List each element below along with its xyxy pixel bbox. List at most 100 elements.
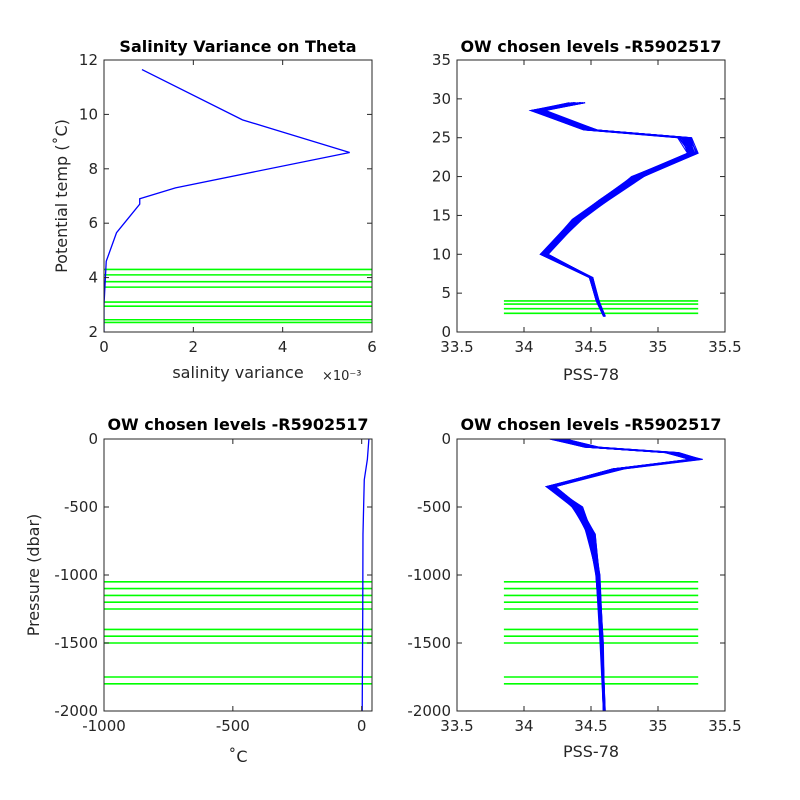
plot-area xyxy=(104,439,372,711)
profile-line xyxy=(538,102,693,317)
y-tick-label: -2000 xyxy=(54,702,98,720)
profile-line xyxy=(546,439,693,711)
profile-line xyxy=(361,439,370,711)
profile-line xyxy=(539,102,696,317)
profile-line xyxy=(548,439,691,711)
panel-temperature-pressure: -1000 -500 0 -2000 -1500 -1000 -500 0 OW chosen… xyxy=(24,415,373,766)
profile-line xyxy=(534,102,692,317)
panel-salinity-pressure: 33.5 34 34.5 35 35.5 -2000 -1500 -1000 -500 0 OW … xyxy=(407,415,741,761)
profile-line xyxy=(531,102,691,317)
y-tick-label: -1500 xyxy=(54,634,98,652)
x-tick-label: 35 xyxy=(648,717,667,735)
profile-line xyxy=(532,102,692,317)
plot-area xyxy=(503,102,699,317)
tick-group: -1000 -500 0 -2000 -1500 -1000 -500 0 xyxy=(54,430,372,735)
profile-line xyxy=(532,102,691,317)
profile-line xyxy=(535,102,696,317)
y-tick-label: -500 xyxy=(64,498,98,516)
profile-line xyxy=(538,102,694,317)
profile-line xyxy=(546,439,693,711)
y-tick-label: 12 xyxy=(79,51,98,69)
profile-line xyxy=(541,102,698,317)
x-axis-label: salinity variance xyxy=(172,363,303,382)
profile-line xyxy=(538,102,689,317)
y-tick-label: 5 xyxy=(441,284,451,302)
x-tick-label: 34.5 xyxy=(574,717,607,735)
profile-line xyxy=(547,439,690,711)
profile-line xyxy=(541,102,693,317)
tick-group: 33.5 34 34.5 35 35.5 -2000 -1500 -1000 -500 0 xyxy=(407,430,741,735)
profile-line xyxy=(535,102,692,317)
profile-line xyxy=(547,439,696,711)
x-tick-label: 35.5 xyxy=(708,338,741,356)
y-axis-label: Pressure (dbar) xyxy=(24,514,43,637)
x-tick-label: 34.5 xyxy=(574,338,607,356)
x-axis-label: PSS-78 xyxy=(563,742,619,761)
profile-line xyxy=(537,102,693,317)
x-tick-label: 34 xyxy=(514,717,533,735)
profile-line xyxy=(538,102,695,317)
y-tick-label: 25 xyxy=(432,129,451,147)
profile-line xyxy=(530,102,692,317)
profile-line xyxy=(540,102,696,317)
profile-line xyxy=(529,102,689,317)
profile-line xyxy=(539,102,693,317)
x-axis-exponent: ×10⁻³ xyxy=(322,369,362,384)
profile-line xyxy=(537,102,695,317)
panel-title: Salinity Variance on Theta xyxy=(119,37,356,56)
y-tick-label: 20 xyxy=(432,168,451,186)
x-tick-label: 35 xyxy=(648,338,667,356)
y-tick-label: 8 xyxy=(88,160,98,178)
y-tick-label: 0 xyxy=(88,430,98,448)
profile-line xyxy=(104,68,350,332)
panel-title: OW chosen levels -R5902517 xyxy=(460,37,721,56)
profile-line xyxy=(536,102,695,317)
profile-line xyxy=(534,102,692,317)
plot-area xyxy=(503,439,703,711)
profile-line xyxy=(531,102,692,317)
x-tick-label: -1000 xyxy=(82,717,126,735)
profile-line xyxy=(546,439,698,711)
profile-line xyxy=(537,102,693,317)
y-tick-label: 15 xyxy=(432,206,451,224)
profile-line xyxy=(543,102,699,317)
y-tick-label: 0 xyxy=(441,323,451,341)
profile-line xyxy=(537,102,691,317)
profile-line xyxy=(545,439,694,711)
x-tick-label: 2 xyxy=(189,338,199,356)
y-tick-label: -2000 xyxy=(407,702,451,720)
x-tick-label: -500 xyxy=(216,717,250,735)
panel-title: OW chosen levels -R5902517 xyxy=(460,415,721,434)
plot-area xyxy=(104,68,372,332)
profile-line xyxy=(545,439,694,711)
profile-line xyxy=(543,102,698,317)
profile-line xyxy=(538,102,693,317)
x-tick-label: 33.5 xyxy=(440,338,473,356)
x-tick-label: 6 xyxy=(367,338,377,356)
profile-line xyxy=(529,102,691,317)
profile-line xyxy=(535,102,694,317)
y-tick-label: 0 xyxy=(441,430,451,448)
y-tick-label: 4 xyxy=(88,269,98,287)
x-tick-label: 0 xyxy=(357,717,367,735)
y-tick-label: -1500 xyxy=(407,634,451,652)
x-tick-label: 35.5 xyxy=(708,717,741,735)
profile-line xyxy=(541,102,696,317)
profile-line xyxy=(541,102,697,317)
profile-line xyxy=(547,439,693,711)
profile-line xyxy=(538,102,694,317)
profile-line xyxy=(538,102,694,317)
x-tick-label: 34 xyxy=(514,338,533,356)
y-tick-label: 10 xyxy=(432,245,451,263)
profile-line xyxy=(531,102,689,317)
profile-line xyxy=(539,102,696,317)
axes-frame xyxy=(103,438,373,712)
y-axis-label: Potential temp (˚C) xyxy=(52,119,71,273)
profile-line xyxy=(532,102,693,317)
profile-line xyxy=(532,102,693,317)
y-tick-label: -500 xyxy=(417,498,451,516)
tick-group: 33.5 34 34.5 35 35.5 0 5 10 15 20 25 30 35 xyxy=(432,51,742,356)
y-tick-label: -1000 xyxy=(407,566,451,584)
